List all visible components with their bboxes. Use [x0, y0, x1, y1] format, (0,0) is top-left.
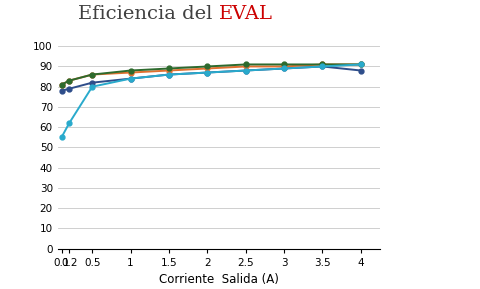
Line: 12V: 12V [59, 64, 362, 93]
19.5V [319, 63, 324, 66]
12V [66, 87, 72, 90]
19.5V [357, 63, 363, 66]
19.5V [128, 71, 133, 74]
12V [204, 71, 210, 74]
20.5V [319, 63, 324, 66]
24.5V [357, 63, 363, 66]
19.5V [89, 73, 95, 76]
X-axis label: Corriente  Salida (A): Corriente Salida (A) [158, 273, 278, 286]
19.5V [204, 67, 210, 70]
24.5V [128, 77, 133, 80]
12V [242, 69, 248, 72]
12V [59, 89, 64, 92]
12V [319, 65, 324, 68]
Text: EVAL: EVAL [218, 5, 272, 23]
19.5V [281, 65, 287, 68]
12V [89, 81, 95, 84]
20.5V [166, 67, 171, 70]
20.5V [242, 63, 248, 66]
20.5V [128, 69, 133, 72]
24.5V [204, 71, 210, 74]
20.5V [357, 63, 363, 66]
20.5V [59, 83, 64, 86]
12V [281, 67, 287, 70]
24.5V [242, 69, 248, 72]
19.5V [66, 79, 72, 82]
20.5V [89, 73, 95, 76]
19.5V [242, 65, 248, 68]
12V [128, 77, 133, 80]
24.5V [166, 73, 171, 76]
19.5V [59, 83, 64, 86]
24.5V [59, 136, 64, 139]
20.5V [204, 65, 210, 68]
24.5V [66, 121, 72, 125]
24.5V [319, 65, 324, 68]
Text: Eficiencia del: Eficiencia del [78, 5, 218, 23]
20.5V [281, 63, 287, 66]
Line: 24.5V: 24.5V [59, 62, 362, 140]
24.5V [89, 85, 95, 88]
20.5V [66, 79, 72, 82]
12V [166, 73, 171, 76]
12V [357, 69, 363, 72]
Line: 19.5V: 19.5V [59, 62, 362, 87]
24.5V [281, 67, 287, 70]
Line: 20.5V: 20.5V [59, 62, 362, 87]
19.5V [166, 69, 171, 72]
